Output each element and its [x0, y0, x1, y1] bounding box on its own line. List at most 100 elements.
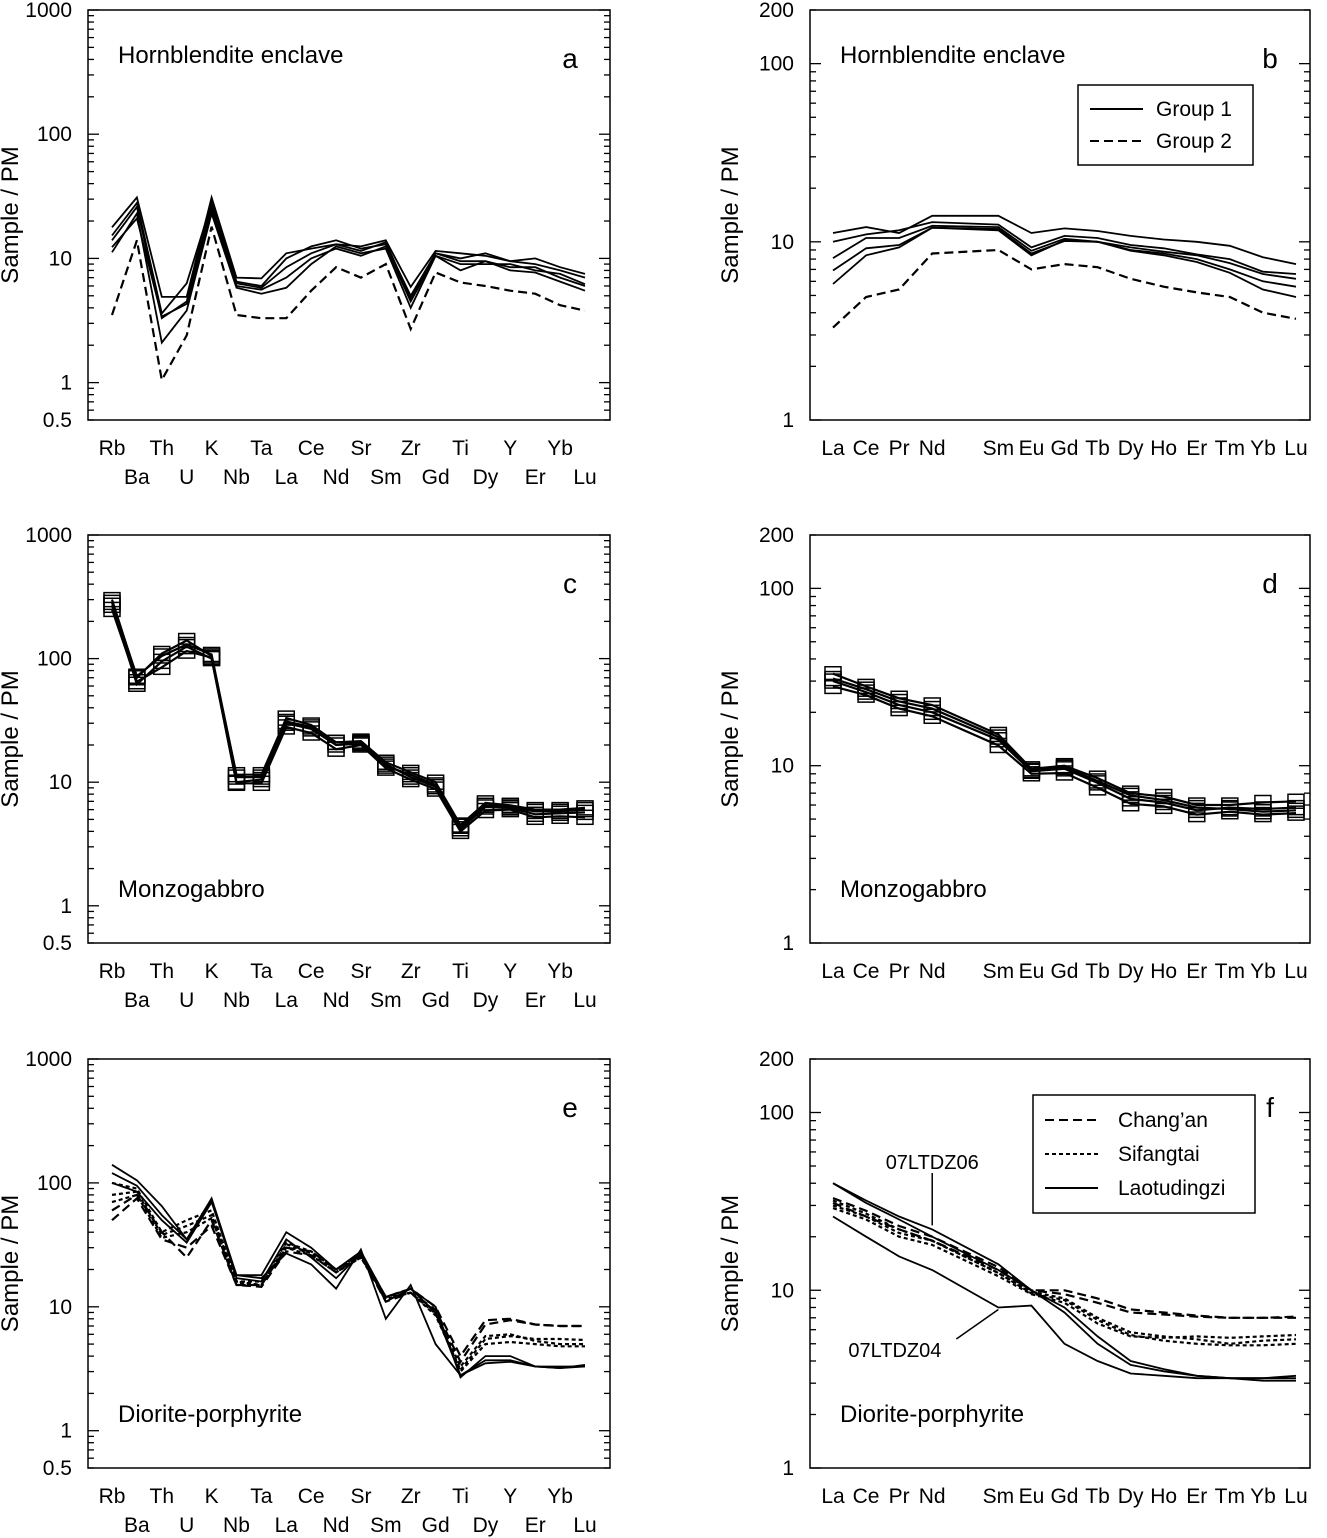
series-line [832, 672, 1297, 807]
data-point-square [890, 693, 908, 710]
x-tick-label: Zr [401, 437, 421, 460]
y-axis-label: Sample / PM [0, 1195, 24, 1332]
data-point-square [352, 734, 370, 751]
x-tick-label: Er [1186, 1485, 1207, 1508]
series-line [111, 1182, 586, 1377]
panel-label: c [563, 568, 577, 599]
series-line [111, 1172, 585, 1377]
data-point-square [923, 700, 941, 717]
data-point-square [401, 769, 420, 785]
series-line [110, 226, 586, 384]
x-tick-label: U [179, 1514, 194, 1537]
y-tick-label: 100 [759, 53, 794, 76]
x-tick-label: Lu [573, 1514, 596, 1537]
panel-label: e [562, 1092, 578, 1123]
y-tick-label: 1000 [25, 1048, 72, 1071]
data-point-square [1121, 796, 1140, 812]
x-tick-label: Nd [919, 437, 946, 460]
panel-title: Diorite-porphyrite [840, 1401, 1024, 1428]
x-tick-label: Pr [889, 960, 910, 983]
x-tick-label: Nb [223, 1514, 250, 1537]
x-tick-label: Yb [1250, 437, 1276, 460]
x-tick-label: Ce [853, 1485, 880, 1508]
data-point-square [1287, 802, 1305, 819]
x-tick-label: La [821, 960, 845, 983]
x-tick-label: Ce [298, 1485, 325, 1508]
y-tick-label: 10 [49, 247, 72, 270]
panel-d: 200 100 10 1 Sample / PM La Ce Pr Nd Sm Eu Gd Tb Dy Ho… [717, 524, 1311, 983]
series-line [832, 221, 1297, 275]
x-tick-label: Nb [223, 466, 250, 489]
x-tick-label: Eu [1019, 1485, 1045, 1508]
panel-title: Hornblendite enclave [118, 42, 343, 69]
y-tick-label: 10 [49, 1296, 72, 1319]
y-axis-label: Sample / PM [717, 1195, 744, 1332]
x-tick-label: Nd [323, 989, 350, 1012]
y-tick-label: 0.5 [43, 1457, 72, 1480]
annotation-label: 07LTDZ04 [848, 1340, 941, 1362]
x-tick-label: Tb [1085, 437, 1110, 460]
series-line [832, 1197, 1297, 1319]
x-tick-label: Y [503, 437, 517, 460]
x-tick-label: Ti [452, 1485, 469, 1508]
x-tick-label: Pr [889, 1485, 910, 1508]
x-tick-label: Lu [573, 466, 596, 489]
data-point-square [501, 799, 520, 815]
panel-label: d [1262, 568, 1278, 599]
x-tick-label: Gd [1050, 960, 1078, 983]
y-tick-label: 1 [60, 372, 72, 395]
x-tick-label: Er [525, 1514, 546, 1537]
data-point-square [277, 713, 296, 730]
plot-frame [87, 9, 611, 421]
panel-label: f [1266, 1092, 1274, 1123]
legend-label: Laotudingzi [1118, 1177, 1225, 1200]
x-tick-label: La [821, 1485, 845, 1508]
legend-box [1077, 84, 1254, 166]
series-line [110, 602, 586, 828]
x-tick-label: Dy [1118, 960, 1144, 983]
x-tick-label: La [821, 437, 845, 460]
x-tick-label: Yb [547, 1485, 573, 1508]
x-tick-label: Gd [422, 1514, 450, 1537]
y-tick-label: 10 [771, 1279, 794, 1302]
x-tick-label: Zr [401, 1485, 421, 1508]
x-tick-label: Zr [401, 960, 421, 983]
series-line [832, 214, 1297, 265]
x-tick-label: Nb [223, 989, 250, 1012]
x-tick-label: Yb [1250, 1485, 1276, 1508]
panel-title: Monzogabbro [118, 876, 265, 903]
x-tick-label: Tb [1085, 1485, 1110, 1508]
series-line [832, 1199, 1297, 1347]
x-tick-label: Ba [124, 466, 150, 489]
legend: Group 1 Group 2 [1077, 84, 1254, 166]
series-line [111, 1193, 585, 1359]
legend-label: Group 1 [1156, 98, 1232, 121]
series-line [111, 1181, 585, 1369]
data-point-square [128, 668, 146, 684]
x-tick-label: Gd [1050, 1485, 1078, 1508]
x-tick-label: Lu [1284, 1485, 1307, 1508]
y-tick-label: 100 [759, 577, 794, 600]
x-tick-label: Ta [250, 437, 273, 460]
data-point-square [451, 818, 470, 835]
x-tick-label: Yb [547, 437, 573, 460]
x-tick-label: Gd [1050, 437, 1078, 460]
data-point-square [824, 670, 842, 687]
x-tick-label: Th [150, 437, 175, 460]
x-tick-label: Pr [889, 437, 910, 460]
x-tick-label: Sm [983, 960, 1015, 983]
series-line [111, 199, 586, 316]
x-tick-label: Ce [853, 960, 880, 983]
legend-label: Chang’an [1118, 1109, 1208, 1132]
x-tick-label: Sm [370, 466, 402, 489]
series-line [111, 1193, 585, 1374]
x-tick-label: Ho [1150, 437, 1177, 460]
y-tick-label: 1000 [25, 0, 72, 22]
x-tick-label: Rb [99, 437, 126, 460]
series-line [832, 685, 1297, 816]
series-line [832, 248, 1297, 329]
data-point-square [302, 719, 320, 735]
